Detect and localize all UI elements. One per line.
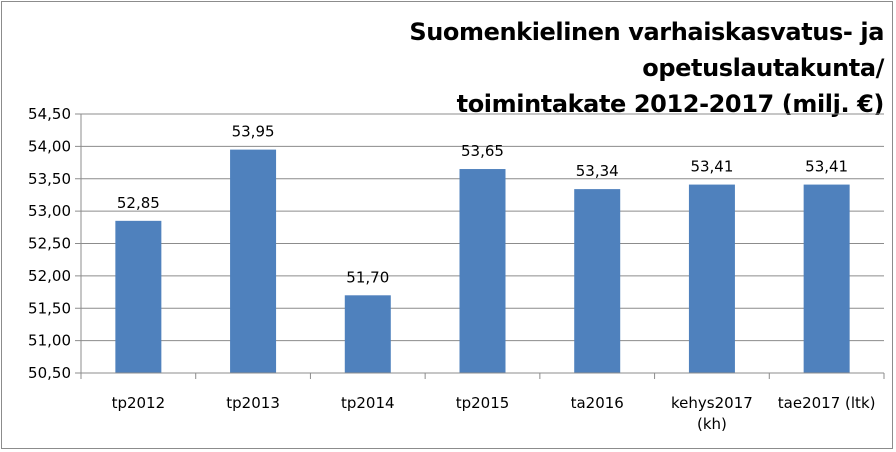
y-tick-label: 52,50 bbox=[28, 235, 71, 253]
y-tick-label: 54,50 bbox=[28, 105, 71, 123]
data-label: 53,34 bbox=[576, 162, 619, 180]
x-tick-label: tp2014 bbox=[341, 394, 395, 412]
data-label: 53,41 bbox=[690, 158, 733, 176]
x-tick-label: kehys2017 bbox=[671, 394, 753, 412]
y-tick-label: 50,50 bbox=[28, 364, 71, 382]
data-label: 52,85 bbox=[117, 194, 160, 212]
y-tick-label: 54,00 bbox=[28, 137, 71, 155]
bar bbox=[115, 220, 162, 373]
x-tick-label: ta2016 bbox=[571, 394, 624, 412]
bar bbox=[574, 189, 621, 373]
y-tick-label: 53,50 bbox=[28, 170, 71, 188]
y-axis-tick-labels: 50,50 51,00 51,50 52,00 52,50 53,00 53,50 54,00… bbox=[28, 105, 71, 382]
data-label: 53,95 bbox=[232, 123, 275, 141]
chart-title-line-2: toimintakate 2012-2017 (milj. €) bbox=[456, 90, 885, 118]
bar bbox=[803, 184, 850, 373]
y-tick-label: 51,00 bbox=[28, 332, 71, 350]
bars bbox=[115, 149, 850, 373]
chart-title-line-1: Suomenkielinen varhaiskasvatus- ja opetu… bbox=[409, 18, 884, 82]
axes bbox=[75, 114, 885, 379]
data-label: 53,65 bbox=[461, 142, 504, 160]
x-tick-label: tp2012 bbox=[112, 394, 166, 412]
bar bbox=[688, 184, 735, 373]
data-label: 51,70 bbox=[346, 268, 389, 286]
x-tick-label: (kh) bbox=[697, 415, 727, 433]
x-tick-label: tp2013 bbox=[226, 394, 280, 412]
y-tick-label: 51,50 bbox=[28, 299, 71, 317]
chart-title: Suomenkielinen varhaiskasvatus- ja opetu… bbox=[164, 14, 884, 122]
data-labels: 52,85 53,95 51,70 53,65 53,34 53,41 53,41 bbox=[117, 123, 848, 287]
bar bbox=[344, 295, 391, 373]
bar bbox=[459, 169, 506, 373]
x-axis-tick-labels: tp2012 tp2013 tp2014 tp2015 ta2016 kehys2017 (… bbox=[112, 394, 876, 433]
y-tick-label: 52,00 bbox=[28, 267, 71, 285]
x-tick-label: tae2017 (ltk) bbox=[778, 394, 876, 412]
data-label: 53,41 bbox=[805, 158, 848, 176]
y-tick-label: 53,00 bbox=[28, 202, 71, 220]
bar bbox=[230, 149, 277, 373]
x-tick-label: tp2015 bbox=[456, 394, 510, 412]
